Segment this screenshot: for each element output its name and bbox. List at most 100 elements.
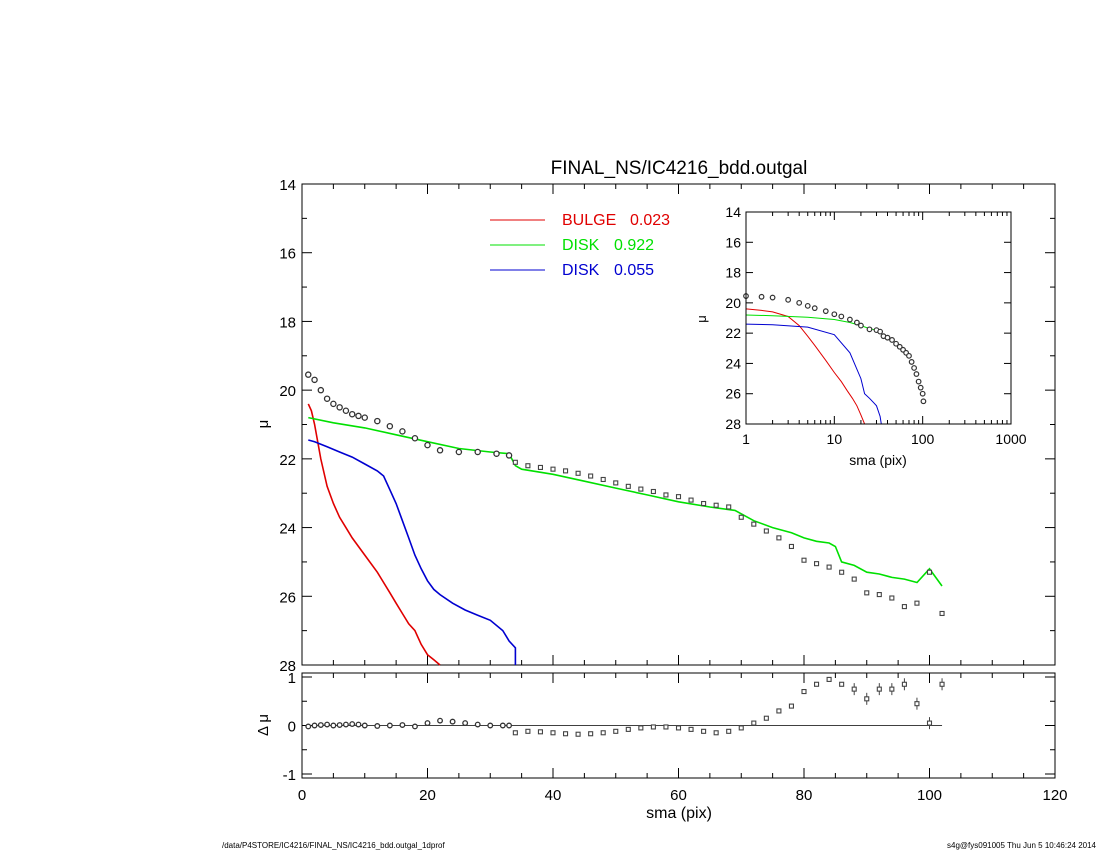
residual-data-point [813, 681, 820, 687]
inset-data-point [877, 328, 884, 335]
main-data-point [537, 464, 544, 470]
main-data-point [550, 466, 556, 472]
main-data-point [889, 595, 895, 601]
chart-title: FINAL_NS/IC4216_bdd.outgal [551, 158, 808, 179]
main-data-point [625, 483, 631, 489]
main-data-point [455, 448, 463, 456]
residual-data-point [876, 686, 882, 692]
residual-data-point [650, 724, 656, 730]
residual-data-point [424, 720, 431, 727]
main-data-point [901, 604, 907, 610]
footer-timestamp: s4g@fys091005 Thu Jun 5 10:46:24 2014 [947, 841, 1097, 850]
residual-data-point [462, 720, 469, 727]
main-y-axis-label: μ [255, 420, 272, 429]
main-data-point [588, 473, 594, 479]
main-data-point [864, 590, 870, 596]
main-y-tick-label: 18 [279, 314, 296, 331]
residual-data-point [763, 715, 769, 721]
residual-data-point [839, 681, 845, 687]
inset-data-point [796, 299, 803, 306]
residual-panel: 10-10 20 40 60 80 100 120 Δ μ sma (pix) [255, 670, 1068, 822]
main-data-point [701, 500, 707, 507]
inset-y-tick-label: 26 [725, 386, 741, 402]
main-data-point [411, 434, 419, 442]
residual-y-tick-label: 0 [288, 719, 296, 736]
inset-data-point [785, 296, 792, 303]
main-data-point [851, 576, 857, 582]
x-tick-label: 80 [796, 787, 813, 804]
inset-data-point [822, 308, 829, 315]
residual-data-point [330, 722, 337, 729]
inset-y-tick-label: 24 [725, 355, 741, 371]
main-data-point [512, 459, 518, 465]
main-y-tick-label: 16 [279, 246, 296, 263]
main-data-point [738, 514, 744, 520]
residual-data-point [864, 696, 870, 702]
residual-data-point [399, 722, 406, 728]
residual-data-point [851, 686, 857, 692]
main-data-point [914, 600, 920, 606]
residual-data-point [499, 722, 506, 729]
residual-data-point [386, 722, 393, 729]
x-axis-label: sma (pix) [646, 805, 712, 822]
main-data-point [436, 447, 444, 454]
residual-data-point [713, 730, 719, 736]
inset-y-tick-label: 20 [725, 295, 741, 311]
main-series-group [305, 371, 945, 666]
main-data-point [493, 450, 500, 457]
residual-data-point [562, 731, 569, 737]
residual-data-point [336, 722, 343, 728]
inset-data-point [919, 390, 926, 397]
main-data-point [663, 492, 669, 498]
main-data-point [650, 488, 656, 495]
main-data-point [474, 448, 481, 456]
main-data-point [374, 417, 381, 425]
residual-data-point [537, 729, 544, 735]
residual-y-tick-label: -1 [283, 767, 296, 784]
residual-data-point [726, 728, 732, 734]
x-tick-label: 60 [670, 787, 687, 804]
inset-data-point [911, 365, 918, 371]
main-data-point [361, 414, 368, 421]
main-model-bulge [307, 403, 441, 666]
main-data-point [763, 528, 769, 534]
residual-data-point [512, 730, 518, 736]
residual-data-point [625, 726, 631, 732]
main-data-point [801, 557, 807, 563]
main-data-point [317, 386, 325, 394]
residual-data-point [776, 708, 782, 714]
residual-data-point [305, 723, 312, 730]
main-data-point [525, 463, 531, 469]
main-data-point [575, 470, 581, 476]
residual-data-point [826, 676, 832, 682]
main-data-point [675, 494, 682, 500]
main-data-point [336, 404, 343, 411]
residual-data-point [801, 688, 807, 695]
inset-x-tick-label: 1000 [995, 431, 1026, 447]
main-data-point [713, 502, 719, 508]
legend-value-bulge: 0.023 [630, 212, 670, 229]
inset-model-bulge [745, 308, 866, 425]
inset-plot-frame [745, 211, 1012, 425]
inset-data-point [804, 302, 811, 309]
main-model-disk2 [308, 439, 517, 665]
inset-plot-background [746, 212, 1011, 424]
main-data-point [562, 468, 569, 474]
residual-y-tick-label: 1 [288, 670, 296, 687]
residual-data-point [349, 721, 356, 727]
main-profile-panel: FINAL_NS/IC4216_bdd.outgal 14 16 18 20 22 24 2… [255, 158, 1056, 675]
inset-data-point [769, 294, 776, 301]
residual-series-group [305, 676, 945, 737]
inset-data-point [858, 322, 864, 329]
main-y-tick-label: 20 [279, 383, 296, 400]
inset-data-point [906, 352, 912, 359]
residual-data-point [901, 681, 907, 687]
main-axis-ticks: 14 16 18 20 22 24 26 28 [279, 177, 1056, 675]
inset-series-group [743, 293, 927, 425]
inset-data-point [889, 337, 895, 343]
inset-data-point [893, 340, 899, 347]
main-data-point [726, 504, 732, 510]
main-data-point [600, 476, 606, 483]
x-tick-label: 0 [298, 787, 306, 804]
